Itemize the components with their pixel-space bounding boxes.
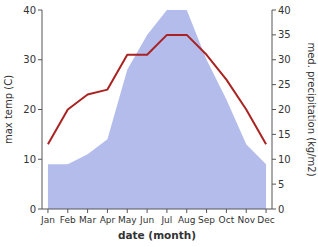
x-tick-label: Feb <box>60 215 76 225</box>
y2-tick-label: 0 <box>278 204 284 215</box>
y2-tick-label: 40 <box>278 5 291 16</box>
y2-tick <box>272 134 276 135</box>
x-tick <box>147 209 148 213</box>
x-axis-line <box>42 209 272 210</box>
y2-tick <box>272 84 276 85</box>
y2-tick <box>272 10 276 11</box>
y2-tick <box>272 109 276 110</box>
plot-area <box>48 10 266 209</box>
y2-tick <box>272 34 276 35</box>
x-tick-label: May <box>118 215 137 225</box>
x-axis-label: date (month) <box>118 229 196 241</box>
x-tick <box>226 209 227 213</box>
x-tick-label: Jun <box>139 215 154 225</box>
y-axis-label: max temp (C) <box>3 75 14 144</box>
y-tick-label: 10 <box>23 154 36 165</box>
x-tick <box>246 209 247 213</box>
y2-tick-label: 10 <box>278 154 291 165</box>
x-tick-label: Nov <box>237 215 255 225</box>
x-tick-label: Apr <box>100 215 116 225</box>
chart: Jan FebMar AprMayJun Jul AugSep OctNovDec 0 10 2… <box>0 0 318 247</box>
y2-tick <box>272 59 276 60</box>
y-tick <box>38 209 42 210</box>
x-tick-label: Oct <box>219 215 235 225</box>
y-tick <box>38 109 42 110</box>
y-tick <box>38 159 42 160</box>
y-tick-label: 0 <box>30 204 36 215</box>
y-tick-label: 40 <box>23 5 36 16</box>
y2-tick-label: 20 <box>278 104 291 115</box>
y-tick <box>38 10 42 11</box>
y2-axis-label: med. precipitation (kg/m2) <box>306 42 317 176</box>
y2-tick <box>272 184 276 185</box>
y-tick-label: 20 <box>23 104 36 115</box>
y2-tick <box>272 159 276 160</box>
x-tick <box>186 209 187 213</box>
area <box>48 10 266 209</box>
x-tick <box>266 209 267 213</box>
x-tick-label: Aug <box>178 215 196 225</box>
y2-tick-label: 5 <box>278 179 284 190</box>
x-tick-label: Jul <box>160 215 172 225</box>
x-tick-label: Dec <box>257 215 274 225</box>
y2-tick-label: 15 <box>278 129 291 140</box>
x-tick <box>127 209 128 213</box>
y-tick-label: 30 <box>23 54 36 65</box>
x-tick <box>107 209 108 213</box>
y2-tick-label: 25 <box>278 79 291 90</box>
x-tick <box>67 209 68 213</box>
y-tick <box>38 59 42 60</box>
x-tick <box>206 209 207 213</box>
y2-tick <box>272 209 276 210</box>
y2-tick-label: 30 <box>278 54 291 65</box>
x-tick-label: Sep <box>198 215 215 225</box>
x-tick <box>166 209 167 213</box>
x-tick <box>47 209 48 213</box>
x-tick-label: Jan <box>40 215 55 225</box>
line <box>48 35 266 144</box>
x-tick-label: Mar <box>79 215 96 225</box>
x-tick <box>87 209 88 213</box>
y2-tick-label: 35 <box>278 29 291 40</box>
